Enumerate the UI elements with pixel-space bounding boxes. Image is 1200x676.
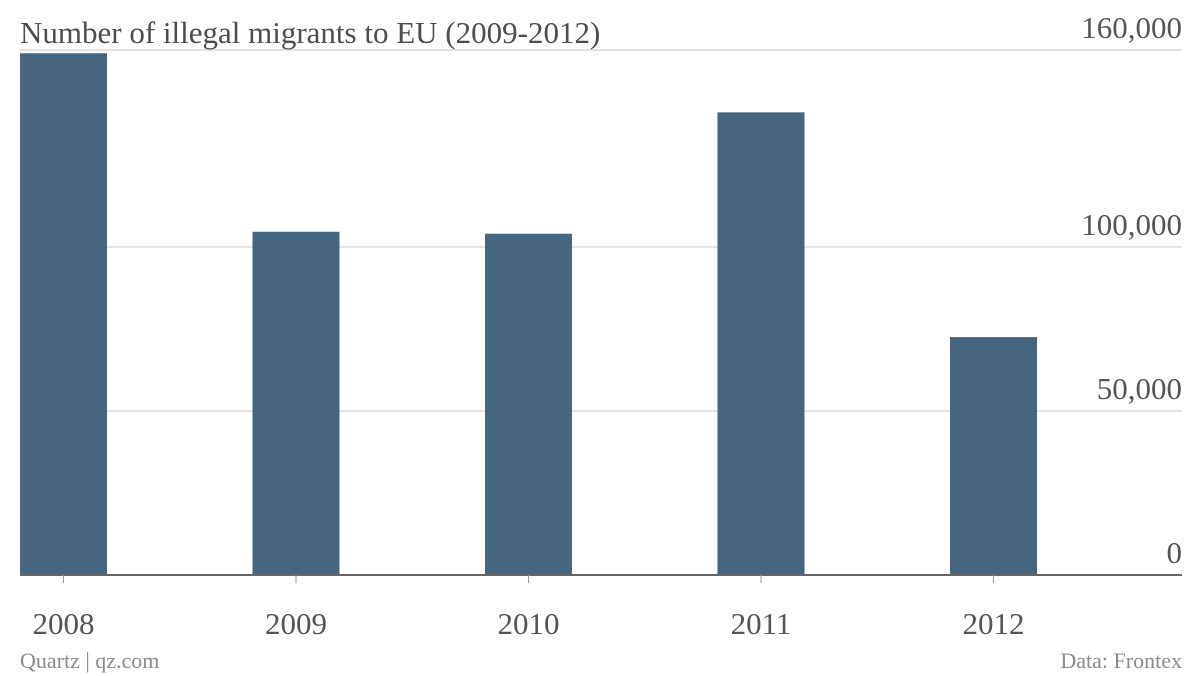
source-credit: Quartz | qz.com: [20, 648, 159, 673]
bar-2011: [717, 112, 805, 575]
y-tick-label: 160,000: [1081, 10, 1182, 45]
y-axis-ticks: 0 50,000 100,000 160,000: [1081, 10, 1182, 570]
bar-2012: [950, 337, 1037, 575]
y-tick-label: 50,000: [1097, 371, 1182, 406]
bar-2008: [20, 53, 107, 575]
x-tick-label: 2008: [33, 606, 95, 641]
x-tick-label: 2011: [731, 606, 792, 641]
x-tick-label: 2012: [963, 606, 1025, 641]
bars: [20, 53, 1037, 575]
data-source: Data: Frontex: [1060, 648, 1182, 673]
x-tick-label: 2010: [498, 606, 560, 641]
chart-title: Number of illegal migrants to EU (2009-2…: [20, 15, 600, 50]
x-tick-label: 2009: [265, 606, 327, 641]
y-tick-label: 100,000: [1081, 207, 1182, 242]
bar-2010: [485, 233, 572, 575]
bar-2009: [252, 231, 340, 575]
y-tick-label: 0: [1167, 535, 1183, 570]
x-axis-ticks: 2008 2009 2010 2011 2012: [33, 575, 1025, 641]
